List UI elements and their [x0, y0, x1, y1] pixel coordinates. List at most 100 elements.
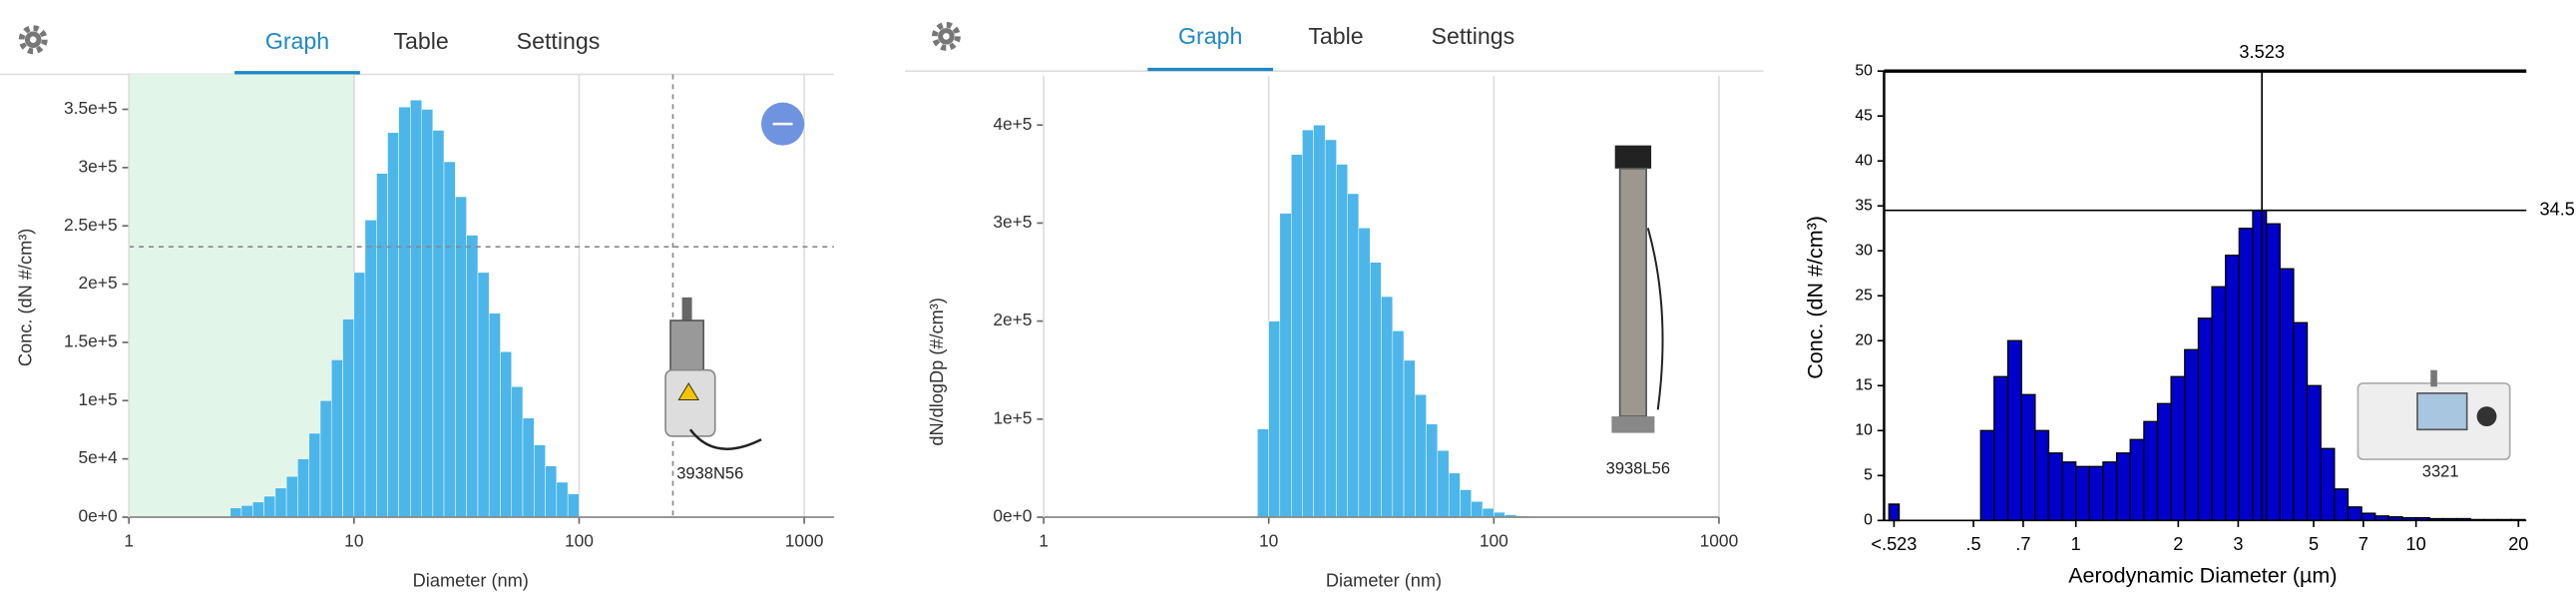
tab[interactable]: Settings [517, 28, 601, 54]
photo-part [1646, 228, 1664, 410]
bar [1448, 472, 1461, 518]
y-tick-label: 0e+0 [79, 506, 118, 526]
gear-icon[interactable] [931, 21, 961, 51]
y-tick-label: 1.5e+5 [64, 331, 118, 351]
bar [2334, 488, 2350, 521]
tab[interactable]: Table [393, 28, 448, 54]
x-tick-label: 1 [2071, 534, 2081, 554]
bar [297, 458, 309, 518]
bar [545, 465, 558, 518]
instrument-photo [664, 297, 762, 450]
instrument-label: 3938L56 [1606, 458, 1670, 477]
y-tick-label: 45 [1855, 107, 1873, 124]
bar [477, 272, 490, 518]
bar [387, 132, 399, 518]
bar [432, 130, 445, 518]
photo-part [1614, 145, 1652, 169]
photo-part [681, 297, 692, 324]
x-tick-label: 7 [2359, 534, 2368, 554]
bar [229, 507, 242, 518]
tab[interactable]: Table [1308, 23, 1363, 49]
y-tick-label: 10 [1855, 421, 1873, 438]
bar [1471, 501, 1484, 518]
bar [2279, 268, 2295, 521]
tab[interactable]: Graph [265, 28, 329, 54]
bar [364, 220, 377, 518]
bar [1482, 507, 1495, 518]
bar [2293, 321, 2309, 521]
y-tick-label: 2e+5 [993, 309, 1032, 329]
y-axis-label: Conc. (dN #/cm³) [1803, 216, 1827, 379]
bar [2197, 317, 2213, 521]
bar [308, 432, 321, 518]
bar [1358, 228, 1371, 518]
bar [488, 312, 501, 518]
x-tick-label: .5 [1965, 534, 1980, 554]
y-tick-label: 0e+0 [993, 506, 1032, 526]
bar [1415, 394, 1427, 518]
bar [1302, 129, 1314, 518]
bar [1268, 320, 1281, 518]
gear-hole [29, 36, 37, 44]
x-tick-label: 2 [2173, 534, 2183, 554]
y-tick-label: 0 [1864, 511, 1873, 528]
y-tick-label: 40 [1855, 152, 1873, 169]
x-tick-label: <.523 [1871, 534, 1917, 554]
crosshair-label: 34.5 [2539, 200, 2574, 220]
y-axis-label: dN/dlogDp (#/cm³) [927, 298, 947, 446]
bar [1257, 428, 1269, 518]
bar [1370, 262, 1382, 518]
x-tick-label: 1 [1039, 530, 1049, 550]
x-tick-label: 1 [124, 530, 134, 550]
y-tick-label: 5 [1864, 466, 1873, 483]
tab[interactable]: Graph [1178, 23, 1242, 49]
bar [410, 99, 422, 518]
bar [2347, 506, 2362, 521]
bar [2061, 461, 2077, 521]
bar [2075, 465, 2090, 521]
bar [2225, 255, 2241, 521]
bar [2143, 420, 2159, 521]
x-tick-label: 10 [344, 530, 363, 550]
x-tick-label: 1000 [1700, 530, 1739, 550]
bar [240, 505, 253, 518]
photo-part [1618, 167, 1647, 417]
bar [2006, 339, 2022, 521]
instrument-photo [1611, 145, 1664, 433]
bar [2238, 228, 2254, 521]
bar [500, 351, 512, 518]
bar [2306, 384, 2322, 521]
bar [330, 359, 343, 518]
gear-teeth [18, 25, 48, 55]
gear-icon[interactable] [18, 25, 48, 55]
gear-teeth [931, 21, 961, 51]
photo-part [2430, 369, 2437, 387]
bar [1279, 213, 1292, 518]
x-tick-label: 10 [1259, 530, 1278, 550]
bar [1460, 489, 1472, 518]
bar [2170, 375, 2186, 521]
tab[interactable]: Settings [1432, 23, 1515, 49]
bar [2129, 438, 2145, 521]
y-tick-label: 15 [1855, 376, 1873, 393]
y-tick-label: 2.5e+5 [64, 215, 118, 235]
bar [1403, 359, 1416, 518]
x-axis-label: Diameter (nm) [1326, 570, 1442, 590]
y-tick-label: 2e+5 [79, 273, 118, 293]
bar [1381, 296, 1394, 518]
x-tick-label: 1000 [785, 530, 824, 550]
y-tick-label: 4e+5 [993, 114, 1032, 134]
bar [1979, 429, 1995, 521]
bar [1392, 330, 1405, 518]
bar [455, 196, 467, 518]
bar [274, 487, 287, 518]
charts: 1 10 100 10000e+05e+41e+51.5e+52e+52.5e+53e… [15, 42, 2574, 591]
y-tick-label: 1e+5 [79, 389, 118, 409]
x-axis-label: Diameter (nm) [413, 570, 529, 590]
bar [1347, 193, 1360, 518]
bar [2211, 286, 2227, 521]
bar [2115, 452, 2131, 521]
photo-part [2416, 392, 2468, 431]
bar [2265, 223, 2281, 521]
